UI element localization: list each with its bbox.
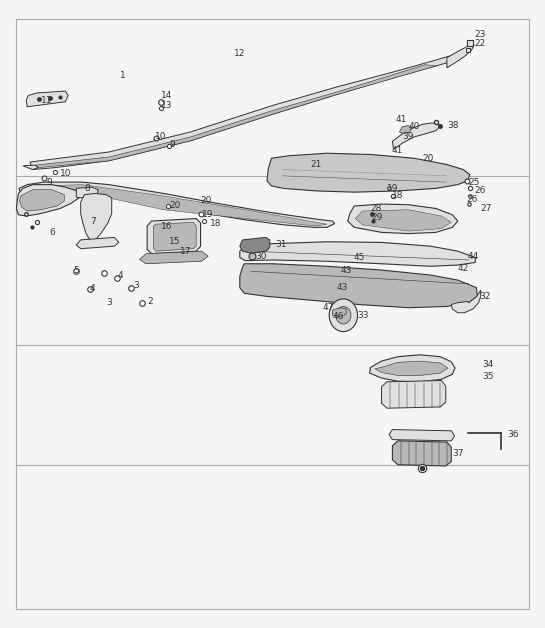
Text: 1: 1 [120,71,126,80]
Polygon shape [140,251,208,264]
Polygon shape [20,190,64,211]
Polygon shape [76,187,98,198]
Text: 44: 44 [468,252,479,261]
Text: 40: 40 [409,122,420,131]
Polygon shape [76,237,119,249]
Polygon shape [451,290,481,313]
Text: 42: 42 [458,264,469,273]
Polygon shape [16,185,79,216]
Text: 20: 20 [169,202,180,210]
Text: 35: 35 [482,372,494,381]
Text: 23: 23 [474,30,486,39]
Polygon shape [30,53,466,170]
Text: 45: 45 [353,253,365,262]
Polygon shape [348,204,458,234]
Text: 27: 27 [481,204,492,213]
Text: 26: 26 [474,186,486,195]
Text: 3: 3 [134,281,140,290]
Polygon shape [154,222,196,251]
Text: 32: 32 [480,292,491,301]
Text: 7: 7 [90,217,96,225]
Text: 18: 18 [392,192,404,200]
Polygon shape [382,381,446,408]
Polygon shape [81,193,112,240]
Text: 43: 43 [341,266,352,274]
Text: 20: 20 [201,197,212,205]
Text: 21: 21 [311,160,322,169]
Polygon shape [392,123,440,149]
Text: 4: 4 [117,271,123,279]
Text: 38: 38 [447,121,458,130]
Circle shape [329,299,358,332]
Polygon shape [240,237,270,253]
Text: 41: 41 [396,115,407,124]
Text: 10: 10 [60,170,71,178]
Text: 25: 25 [469,178,480,187]
Text: 19: 19 [387,184,398,193]
Text: 20: 20 [422,154,434,163]
Text: 22: 22 [474,40,486,48]
Text: 16: 16 [161,222,172,230]
Text: 41: 41 [391,146,403,155]
Text: 29: 29 [372,214,383,222]
Text: 8: 8 [84,184,90,193]
Polygon shape [23,165,38,170]
Text: 36: 36 [507,430,518,439]
Polygon shape [267,153,470,192]
Text: 9: 9 [46,178,52,187]
Polygon shape [19,182,335,227]
Text: 6: 6 [49,228,55,237]
Text: 37: 37 [452,449,464,458]
Polygon shape [392,441,451,466]
Text: 10: 10 [155,132,167,141]
Polygon shape [35,65,436,168]
Polygon shape [240,264,477,308]
Polygon shape [240,242,475,266]
Polygon shape [399,126,411,134]
Text: 30: 30 [255,252,267,261]
Text: 2: 2 [147,297,153,306]
Polygon shape [27,185,327,226]
Text: 3: 3 [106,298,112,307]
Text: 33: 33 [357,311,368,320]
Text: 47: 47 [323,303,334,312]
Text: 39: 39 [402,133,414,141]
Text: 13: 13 [161,101,172,110]
Polygon shape [332,308,346,317]
Text: 34: 34 [482,360,494,369]
Text: 43: 43 [337,283,348,292]
Circle shape [336,306,351,324]
Polygon shape [447,44,474,68]
Text: 28: 28 [371,204,382,213]
Text: 14: 14 [161,91,172,100]
Text: 4: 4 [90,284,95,293]
Text: 46: 46 [332,312,344,321]
Text: 15: 15 [169,237,180,246]
Polygon shape [147,219,201,254]
Polygon shape [26,91,68,107]
Polygon shape [375,361,448,376]
Polygon shape [389,430,455,441]
Text: 19: 19 [202,210,213,219]
Text: 9: 9 [169,140,175,149]
Polygon shape [370,355,455,382]
Text: 31: 31 [275,241,287,249]
Text: 11: 11 [41,96,52,105]
Text: 17: 17 [180,247,191,256]
Text: 12: 12 [234,49,246,58]
Text: 18: 18 [210,219,221,228]
Text: 5: 5 [74,266,80,274]
Polygon shape [355,210,451,231]
Text: 26: 26 [466,195,477,203]
